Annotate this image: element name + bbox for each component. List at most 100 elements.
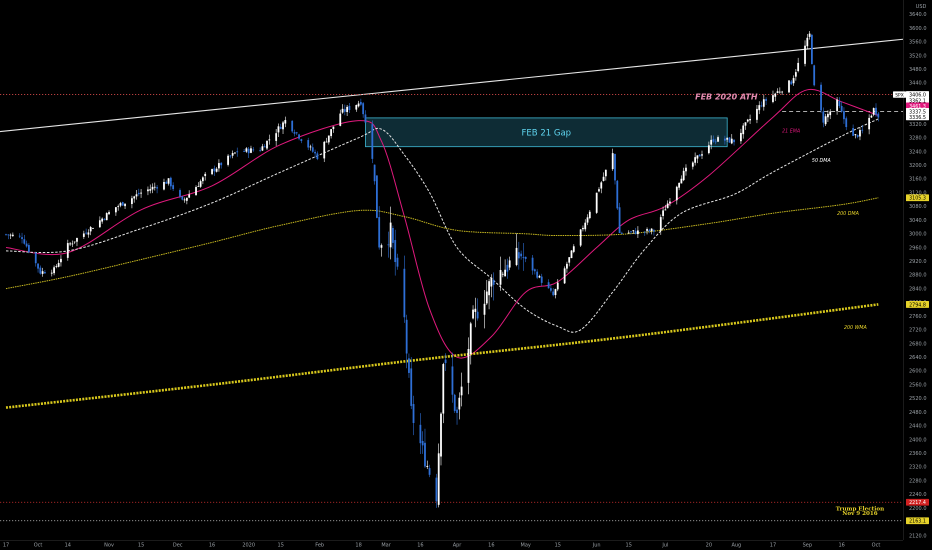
candle-body (756, 108, 758, 120)
candle-body (765, 99, 768, 101)
candle-body (156, 187, 159, 189)
y-tick-label: 2480.0 (909, 410, 927, 416)
x-tick-label: Jun (592, 543, 601, 549)
candle-body (515, 247, 518, 265)
candle-body (37, 263, 39, 269)
candle-body (547, 282, 550, 289)
price-tag-label: 3337.5 (909, 109, 926, 115)
y-tick-label: 3000.0 (909, 232, 927, 238)
candle-body (788, 80, 790, 93)
price-tag-label: 3406.0 (909, 92, 926, 98)
candle-body (307, 140, 310, 148)
candle-body (181, 196, 184, 200)
candle-body (50, 272, 53, 274)
candle-body (490, 277, 493, 287)
price-tag-bg (906, 498, 929, 506)
price-tag-bg (906, 194, 929, 202)
candle-body (666, 203, 669, 209)
price-tag-label: 3461.3 (909, 104, 926, 110)
candle-body (314, 151, 316, 154)
candle-body (472, 309, 474, 319)
time-axis[interactable]: 17 Oct 14 Nov 15 Dec 16 2020 15 Feb 18 Mar 16 Apr 16 Ma… (0, 540, 903, 549)
candle-body (87, 232, 90, 235)
y-tick-label: 3480.0 (909, 67, 927, 73)
candle-body (458, 397, 461, 410)
y-tick-label: 3120.0 (909, 190, 927, 196)
candle-body (25, 243, 28, 247)
candle-body (380, 245, 383, 248)
candle-body (179, 190, 181, 197)
candle-body (199, 181, 202, 187)
x-tick-label: Nov (104, 543, 114, 549)
x-tick-label: 20 (706, 543, 712, 549)
y-tick-label: 3080.0 (909, 204, 927, 210)
ma-200-wma (5, 303, 879, 409)
candle-body (151, 186, 154, 190)
candle-body (588, 211, 591, 219)
candle-body (499, 269, 502, 285)
candle-body (698, 154, 701, 157)
annotation-21-ema: 21 EMA (782, 129, 800, 135)
candle-body (327, 135, 330, 143)
candle-body (854, 134, 857, 136)
candle-body (266, 140, 268, 149)
candle-body (870, 115, 873, 118)
price-tag-bg (906, 301, 929, 308)
candle-body (53, 267, 55, 274)
candle-body (469, 323, 472, 355)
candle-body (234, 152, 236, 154)
candle-body (540, 276, 543, 283)
candle-body (172, 185, 175, 190)
candle-body (797, 62, 800, 72)
moving-average-layer (5, 88, 879, 409)
candle-body (387, 244, 390, 246)
candle-body (291, 120, 294, 132)
y-tick-label: 2120.0 (909, 533, 927, 539)
candle-body (813, 65, 816, 86)
candle-body (279, 126, 282, 129)
candle-body (71, 243, 74, 245)
candle-body (659, 217, 662, 231)
candle-body (392, 227, 394, 243)
candle-body (682, 170, 685, 181)
candle-body (524, 256, 527, 259)
candle-body (836, 99, 838, 112)
candle-body (691, 162, 694, 167)
candle-body (410, 368, 413, 406)
candle-body (710, 139, 713, 145)
x-tick-label: Feb (315, 543, 324, 549)
candle-body (653, 230, 655, 232)
candle-body (444, 359, 447, 364)
candle-body (696, 155, 699, 159)
x-tick-label: Oct (34, 543, 43, 549)
candle-body (806, 37, 809, 47)
candle-body (105, 213, 108, 221)
candle-body (520, 253, 523, 257)
y-tick-label: 2880.0 (909, 273, 927, 279)
y-tick-label: 2640.0 (909, 355, 927, 361)
price-tag-bg (906, 102, 929, 110)
candle-body (483, 303, 486, 315)
candle-body (726, 137, 729, 140)
candle-body (98, 220, 101, 228)
candle-body (856, 135, 859, 137)
candle-body (114, 207, 117, 213)
candle-body (355, 105, 358, 110)
candle-body (135, 194, 138, 197)
candle-body (153, 186, 156, 188)
y-tick-label: 3040.0 (909, 218, 927, 224)
x-tick-label: 16 (209, 543, 215, 549)
candle-body (678, 182, 681, 188)
candle-body (311, 147, 314, 152)
candle-body (428, 468, 431, 475)
candle-body (712, 139, 715, 142)
x-tick-label: May (521, 543, 531, 549)
candle-body (362, 103, 365, 115)
price-tag-label: 2794.8 (909, 302, 926, 308)
candle-body (9, 234, 12, 236)
candle-body (236, 151, 239, 153)
candle-body (69, 243, 72, 245)
candle-body (570, 250, 573, 259)
